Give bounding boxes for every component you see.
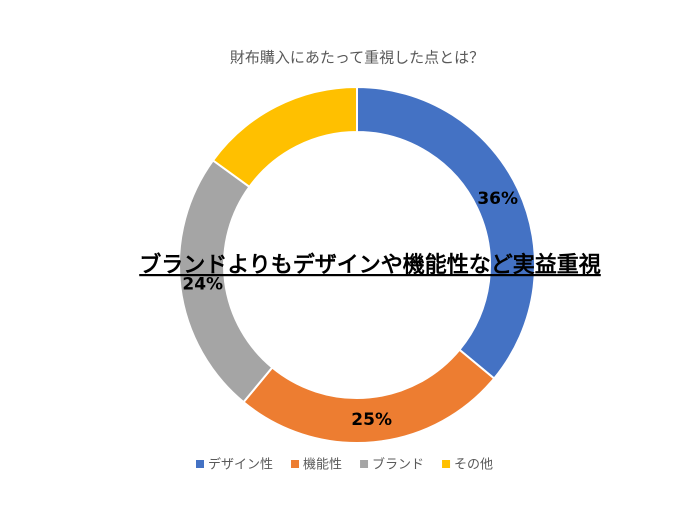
legend-swatch [360,460,369,468]
data-label: 24% [182,274,223,294]
legend-label: ブランド [372,457,424,473]
legend-label: 機能性 [303,458,342,473]
legend-swatch [291,460,300,468]
annotation: ブランドよりもデザインや機能性など実益重視 [139,252,601,278]
legend-swatch [196,460,204,468]
chart-title: 財布購入にあたって重視した点とは？ [230,49,484,67]
legend-label: その他 [454,458,493,473]
donut-segment [211,85,358,189]
legend-swatch [442,460,451,468]
donut-segment [356,85,536,380]
data-label: 25% [351,410,392,430]
data-label: 36% [477,189,518,209]
legend-label: デザイン性 [208,457,273,473]
